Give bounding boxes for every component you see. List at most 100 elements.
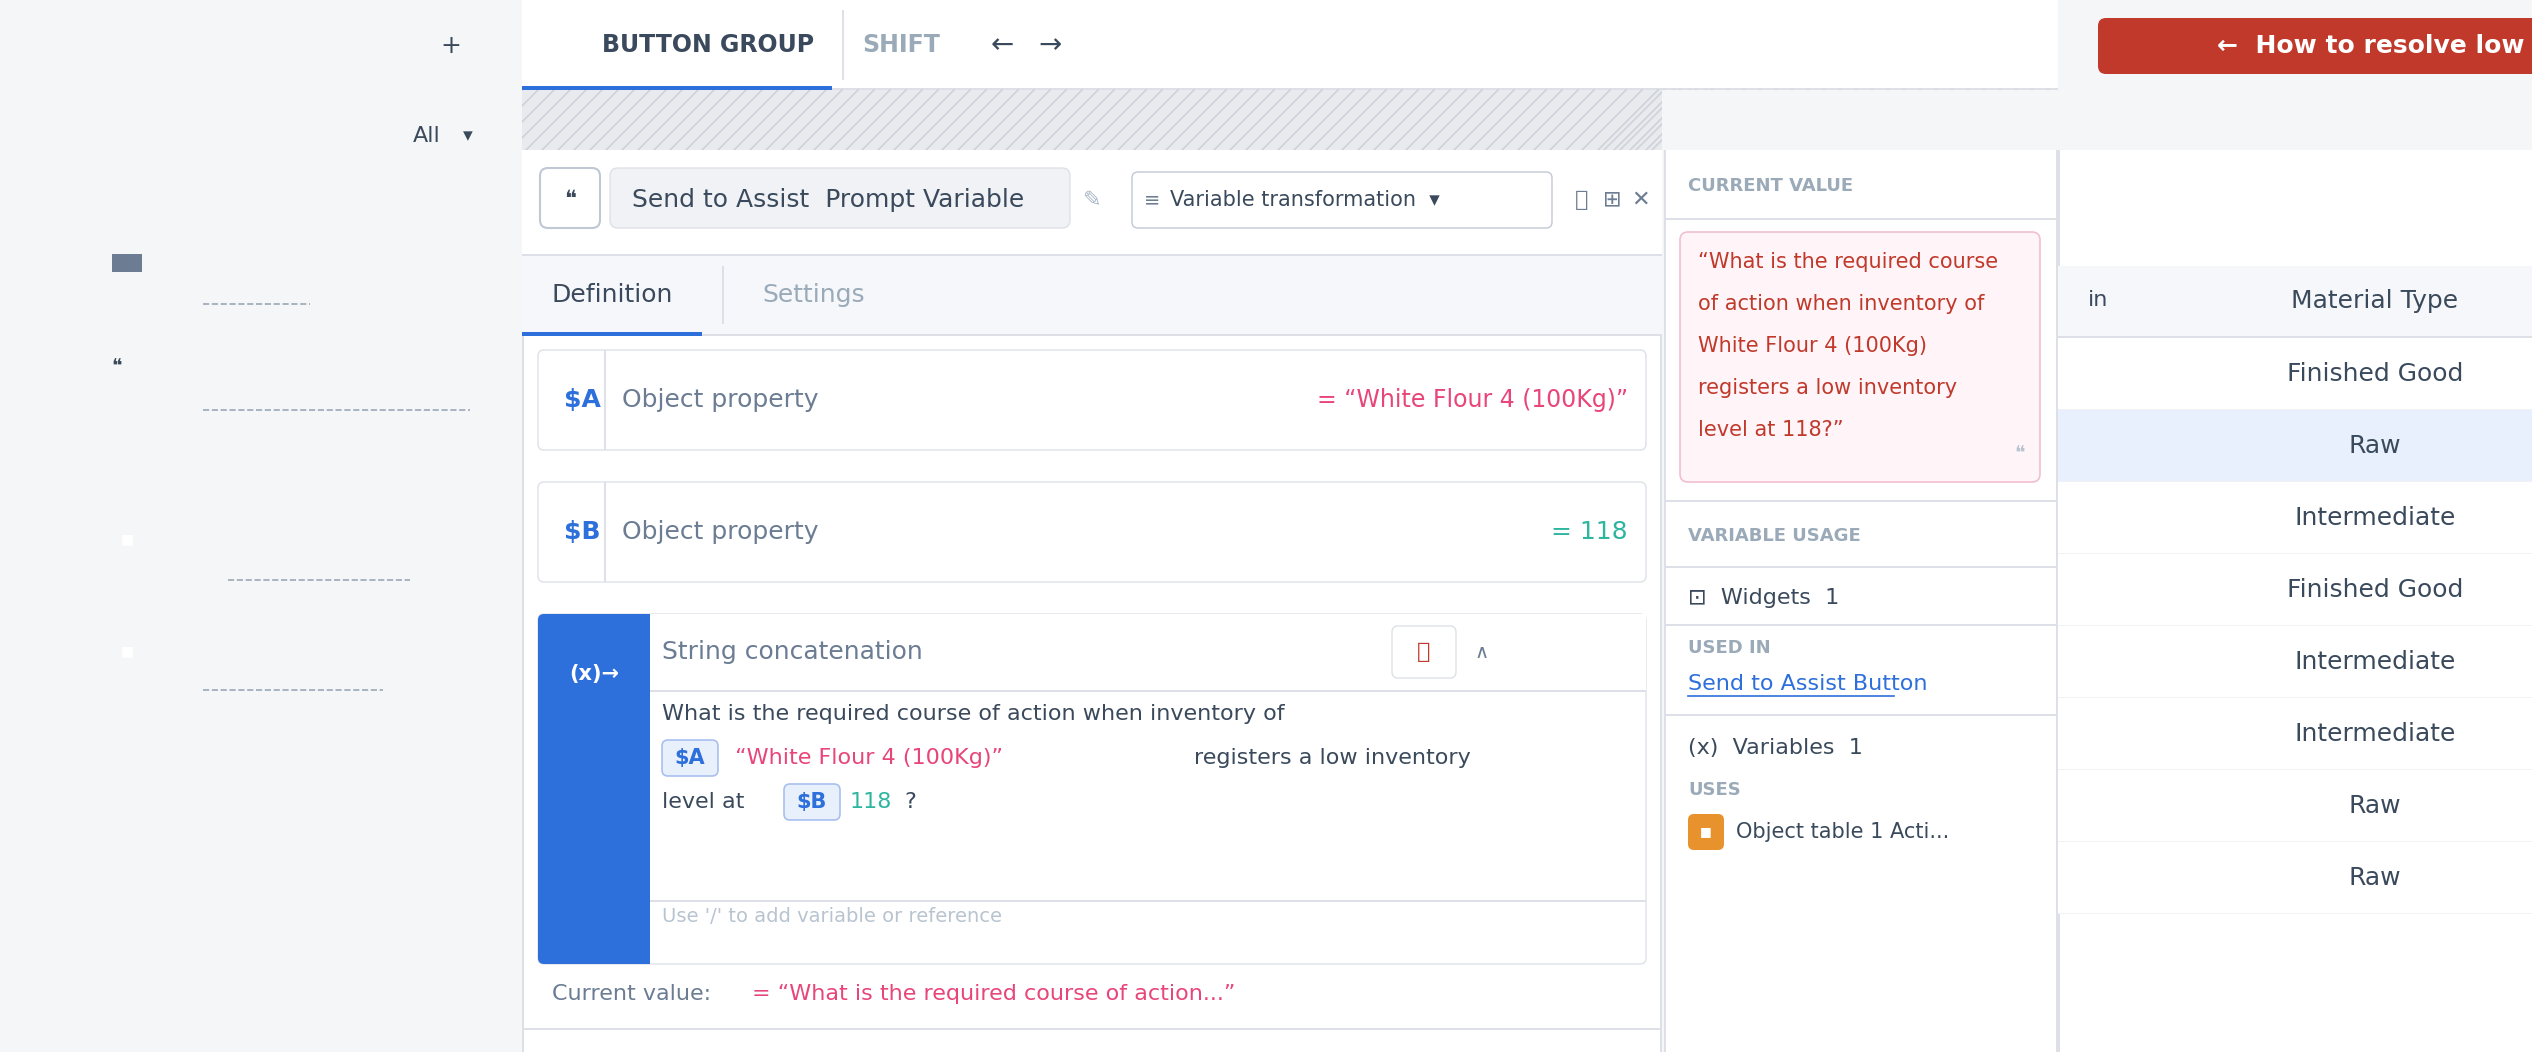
Text: Raw: Raw <box>2350 794 2400 818</box>
Text: (x): (x) <box>28 390 58 410</box>
Bar <box>651 901 1646 902</box>
Bar <box>651 614 1646 690</box>
Text: ✕: ✕ <box>1631 190 1648 210</box>
Text: 2 widgets: 2 widgets <box>203 283 299 302</box>
Text: All: All <box>413 126 441 146</box>
Bar <box>111 254 142 272</box>
Bar <box>2059 0 2532 90</box>
Bar <box>1664 500 2056 502</box>
Text: registers a low inventory: registers a low inventory <box>1699 378 1957 398</box>
FancyBboxPatch shape <box>2099 18 2532 74</box>
Text: →: → <box>1038 31 1061 59</box>
Bar <box>89 178 519 228</box>
Text: (x)  Variables  1: (x) Variables 1 <box>1689 739 1864 758</box>
Bar <box>522 150 1661 1052</box>
Text: CURRENT VALUE: CURRENT VALUE <box>1689 177 1853 195</box>
Text: $A: $A <box>674 748 706 768</box>
FancyBboxPatch shape <box>537 482 1646 582</box>
Bar <box>89 328 519 330</box>
Bar <box>522 333 1661 336</box>
FancyBboxPatch shape <box>610 168 1071 228</box>
Text: 🗑: 🗑 <box>1418 642 1431 662</box>
FancyBboxPatch shape <box>104 344 149 388</box>
Text: = 118: = 118 <box>1552 520 1628 544</box>
Text: ≡: ≡ <box>35 750 53 770</box>
FancyBboxPatch shape <box>1689 814 1724 850</box>
Text: Object property: Object property <box>623 388 818 412</box>
Text: Settings: Settings <box>762 283 863 307</box>
Text: Object table 1 Acti...: Object table 1 Acti... <box>1737 822 1950 842</box>
Text: Object table 1: Object table 1 <box>228 559 367 578</box>
FancyBboxPatch shape <box>104 242 149 286</box>
Text: of action when inventory of: of action when inventory of <box>1699 294 1985 313</box>
Bar <box>651 690 1646 692</box>
Bar <box>522 0 2532 90</box>
Bar <box>537 350 1646 450</box>
Text: ❝: ❝ <box>565 190 575 210</box>
Text: level at 118?”: level at 118?” <box>1699 420 1843 440</box>
Text: ≡: ≡ <box>1144 190 1160 209</box>
Text: ■: ■ <box>122 532 134 546</box>
Bar <box>1661 90 2532 150</box>
Text: SHIFT: SHIFT <box>861 33 939 57</box>
FancyBboxPatch shape <box>537 614 651 964</box>
Text: Send to Assist Prompt Variable: Send to Assist Prompt Variable <box>160 348 527 368</box>
Text: ?: ? <box>904 792 917 812</box>
Text: ◈: ◈ <box>35 220 53 240</box>
Bar <box>2059 410 2532 482</box>
Text: = “White Flour 4 (100Kg)”: = “White Flour 4 (100Kg)” <box>1317 388 1628 412</box>
Text: Finished Good: Finished Good <box>2286 578 2464 602</box>
Bar <box>603 614 651 964</box>
Text: ⊡  Widgets  1: ⊡ Widgets 1 <box>1689 588 1838 608</box>
Bar <box>2059 336 2532 338</box>
Text: Output from: Output from <box>109 559 233 578</box>
Text: ▾: ▾ <box>463 126 473 145</box>
Text: $A: $A <box>565 388 600 412</box>
Text: ❝: ❝ <box>2015 445 2026 464</box>
Bar <box>89 176 519 178</box>
Bar <box>522 254 1661 256</box>
Bar <box>0 0 89 1052</box>
FancyBboxPatch shape <box>537 350 1646 450</box>
Text: Used in: Used in <box>109 388 187 407</box>
Text: ∧: ∧ <box>1474 643 1489 662</box>
Text: Other: Other <box>109 466 180 486</box>
Text: Send to Assist  Prompt Variable: Send to Assist Prompt Variable <box>633 188 1025 213</box>
Text: ≡: ≡ <box>35 60 53 80</box>
Text: Used in Send to Assist Button: Used in Send to Assist Button <box>109 193 458 213</box>
Text: ⊞: ⊞ <box>1603 190 1620 210</box>
Bar <box>522 150 1661 151</box>
Text: BUTTON GROUP: BUTTON GROUP <box>603 33 815 57</box>
Text: Send to Assist Button: Send to Assist Button <box>203 388 413 407</box>
Text: ←  How to resolve low inventory alert?: ← How to resolve low inventory alert? <box>2218 34 2532 58</box>
Bar <box>89 0 519 1052</box>
Bar <box>2059 554 2532 626</box>
Bar <box>1664 714 2056 716</box>
Bar <box>1664 624 2056 626</box>
Bar <box>1664 566 2056 568</box>
Text: ■: ■ <box>122 644 134 658</box>
Bar <box>0 0 522 1052</box>
Text: ■: ■ <box>1699 826 1712 838</box>
Bar <box>0 355 89 442</box>
Text: Selected Inventory Alert: Selected Inventory Alert <box>160 247 430 267</box>
Text: Y: Y <box>496 37 509 56</box>
Text: = “What is the required course of action...”: = “What is the required course of action… <box>752 984 1236 1004</box>
Text: Raw: Raw <box>2350 434 2400 458</box>
Bar <box>522 90 1661 150</box>
Text: Current value:: Current value: <box>552 984 719 1004</box>
Bar <box>89 452 519 502</box>
Text: $B: $B <box>798 792 828 812</box>
Text: Used in: Used in <box>109 283 187 302</box>
Text: ⇅: ⇅ <box>35 580 53 600</box>
Bar <box>2059 482 2532 554</box>
FancyBboxPatch shape <box>428 22 473 68</box>
Text: ⚙: ⚙ <box>33 940 53 960</box>
Text: Intermediate: Intermediate <box>2294 506 2456 530</box>
Text: 118: 118 <box>851 792 891 812</box>
Bar <box>2059 338 2532 410</box>
Text: ✎: ✎ <box>1084 190 1101 210</box>
FancyBboxPatch shape <box>1393 626 1456 677</box>
Bar <box>1664 90 2056 150</box>
Bar <box>89 450 519 452</box>
